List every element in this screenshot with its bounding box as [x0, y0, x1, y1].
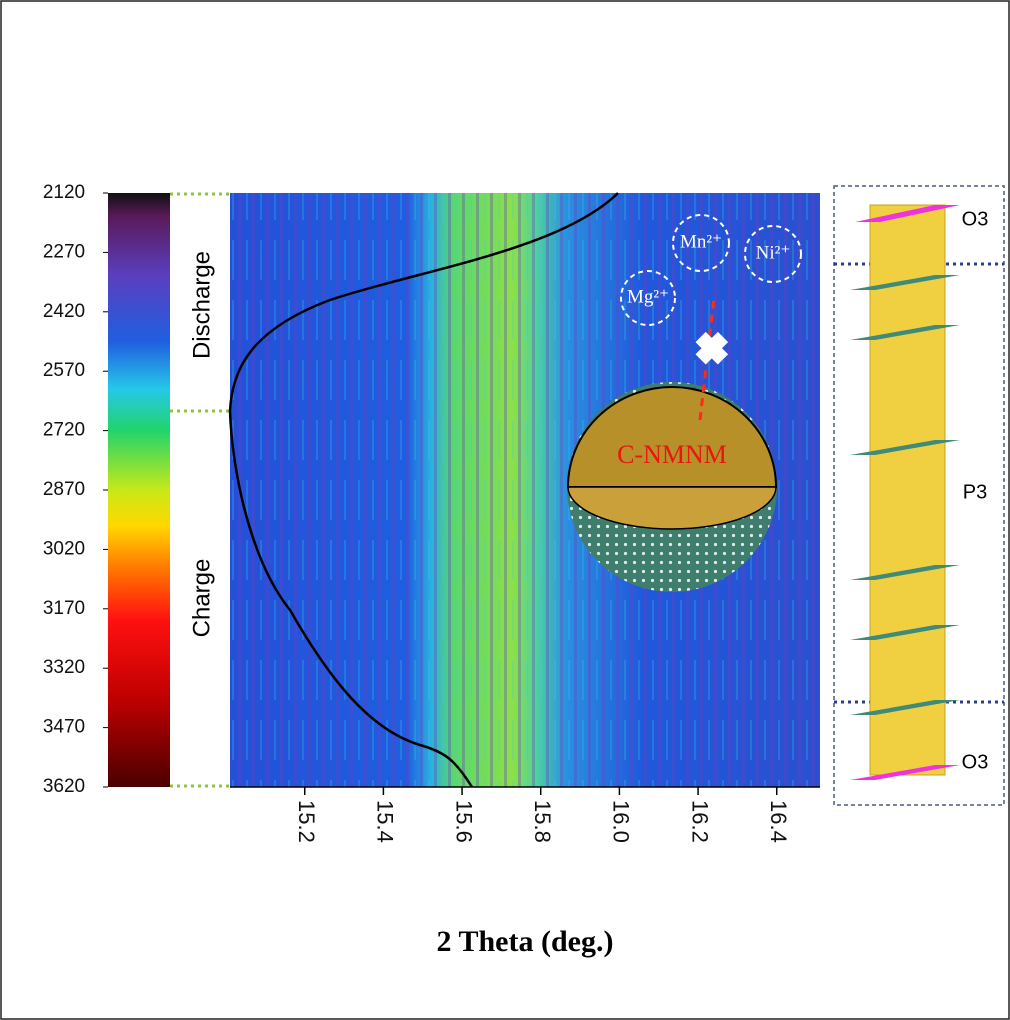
x-tick-label: 15.6	[451, 800, 476, 843]
particle	[566, 214, 802, 592]
particle-label: C-NMNM	[617, 440, 727, 469]
y-tick-label: 3620	[43, 776, 85, 797]
y-tick-label: 2270	[43, 241, 85, 262]
y-tick-label: 3320	[43, 657, 85, 678]
voltage-curve	[228, 192, 619, 788]
charge-label: Charge	[188, 559, 215, 638]
y-tick-label: 2870	[43, 479, 85, 500]
colorbar	[108, 193, 170, 787]
x-tick-label: 15.2	[294, 800, 319, 843]
y-tick-label: 2570	[43, 360, 85, 381]
x-tick-label: 15.8	[530, 800, 555, 843]
ion-label: Ni²⁺	[756, 242, 791, 263]
x-tick-label: 16.2	[687, 800, 712, 843]
discharge-label: Discharge	[188, 251, 215, 359]
y-tick-label: 3170	[43, 598, 85, 619]
x-tick-label: 16.4	[766, 800, 791, 843]
ion-label: Mg²⁺	[627, 286, 669, 307]
y-tick-label: 3470	[43, 717, 85, 738]
ion-label: Mn²⁺	[680, 231, 722, 252]
x-tick-label: 15.4	[373, 800, 398, 843]
y-tick-label: 2720	[43, 420, 85, 441]
x-axis-title: 2 Theta (deg.)	[437, 925, 614, 958]
structure-label: O3	[962, 208, 989, 230]
structure-label: P3	[963, 481, 987, 503]
y-tick-label: 2120	[43, 182, 85, 203]
y-tick-label: 3020	[43, 538, 85, 559]
structure-label: O3	[962, 751, 989, 773]
structure-panel	[833, 185, 1005, 806]
divider-lines	[170, 192, 230, 788]
y-tick-label: 2420	[43, 301, 85, 322]
x-tick-label: 16.0	[609, 800, 634, 843]
